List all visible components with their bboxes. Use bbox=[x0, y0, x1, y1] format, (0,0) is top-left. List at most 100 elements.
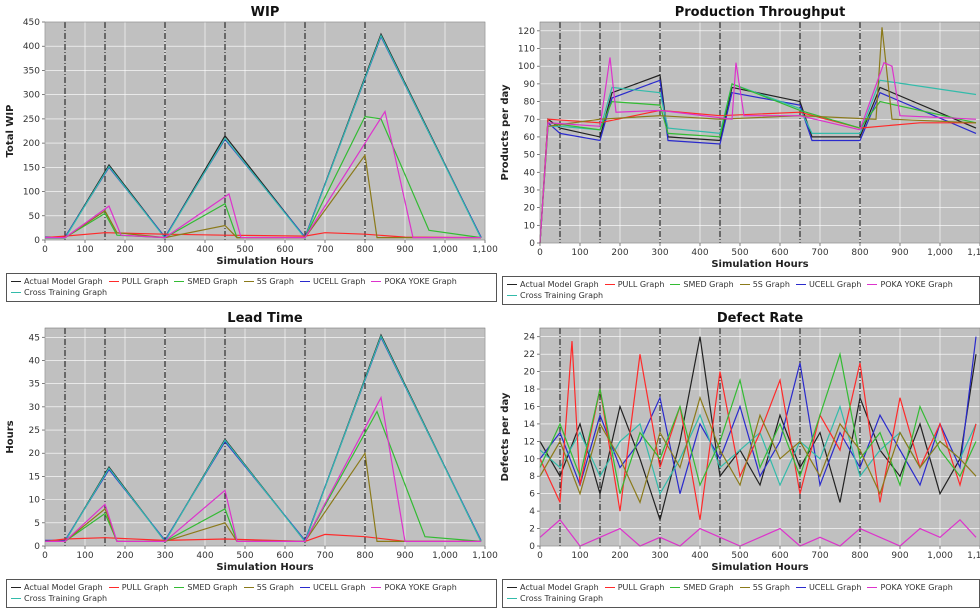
x-tick-label: 400 bbox=[691, 551, 708, 561]
series-line-cross-training-graph bbox=[539, 79, 977, 244]
x-axis-label: Simulation Hours bbox=[216, 256, 313, 267]
legend-item-pull-graph: PULL Graph bbox=[604, 582, 665, 593]
x-tick-label: 900 bbox=[396, 551, 413, 561]
plot-frame bbox=[44, 327, 486, 547]
x-tick-label: 500 bbox=[731, 248, 748, 258]
x-tick-label: 800 bbox=[356, 245, 373, 255]
x-tick-label: 400 bbox=[691, 248, 708, 258]
y-tick-label: 14 bbox=[524, 420, 536, 430]
legend-swatch bbox=[739, 587, 750, 588]
y-axis-label: Hours bbox=[5, 420, 16, 453]
legend-label: 5S Graph bbox=[752, 280, 790, 289]
x-tick-label: 0 bbox=[537, 248, 543, 258]
legend-item-actual-model-graph: Actual Model Graph bbox=[507, 279, 599, 290]
legend-swatch bbox=[371, 587, 382, 588]
legend-label: UCELL Graph bbox=[312, 583, 366, 592]
plot-area bbox=[540, 22, 980, 243]
x-axis-label: Simulation Hours bbox=[216, 562, 313, 573]
x-tick-label: 200 bbox=[611, 248, 628, 258]
x-tick-label: 400 bbox=[196, 551, 213, 561]
legend-label: SMED Graph bbox=[683, 280, 734, 289]
x-tick-label: 300 bbox=[651, 248, 668, 258]
series-line-ucell-graph bbox=[539, 79, 977, 244]
legend-label: Cross Training Graph bbox=[24, 594, 108, 603]
legend-label: PULL Graph bbox=[617, 583, 665, 592]
legend-throughput: Actual Model Graph PULL Graph SMED Graph 5S… bbox=[502, 276, 980, 305]
legend-swatch bbox=[11, 281, 21, 282]
x-tick-label: 600 bbox=[771, 248, 788, 258]
legend-swatch bbox=[795, 587, 806, 588]
y-tick-label: 5 bbox=[34, 519, 40, 529]
y-tick-label: 24 bbox=[524, 333, 536, 343]
x-axis-label: Simulation Hours bbox=[711, 259, 808, 270]
legend-defect-rate: Actual Model Graph PULL Graph SMED Graph 5S… bbox=[502, 579, 980, 608]
x-tick-label: 300 bbox=[156, 245, 173, 255]
y-tick-label: 300 bbox=[23, 91, 40, 101]
x-axis-label: Simulation Hours bbox=[711, 562, 808, 573]
legend-label: Actual Model Graph bbox=[24, 583, 103, 592]
legend-swatch bbox=[507, 587, 517, 588]
legend-label: SMED Graph bbox=[683, 583, 734, 592]
y-tick-label: 10 bbox=[524, 455, 536, 465]
y-tick-label: 80 bbox=[524, 98, 536, 108]
x-tick-label: 100 bbox=[571, 551, 588, 561]
legend-item-ucell-graph: UCELL Graph bbox=[795, 279, 861, 290]
legend-item-smed-graph: SMED Graph bbox=[670, 279, 734, 290]
y-tick-label: 30 bbox=[29, 403, 41, 413]
y-tick-label: 16 bbox=[524, 402, 536, 412]
x-tick-label: 1,100 bbox=[472, 245, 498, 255]
legend-swatch bbox=[371, 281, 382, 282]
y-tick-label: 10 bbox=[524, 221, 536, 231]
legend-swatch bbox=[670, 284, 681, 285]
series-line-cross-training-graph bbox=[45, 34, 482, 240]
legend-swatch bbox=[604, 284, 615, 285]
legend-swatch bbox=[11, 587, 21, 588]
legend-item-cross-training-graph: Cross Training Graph bbox=[11, 593, 107, 604]
legend-label: Cross Training Graph bbox=[520, 594, 604, 603]
y-tick-label: 20 bbox=[524, 204, 536, 214]
legend-swatch bbox=[11, 598, 21, 599]
series-line-smed-graph bbox=[539, 83, 977, 244]
chart-svg-wip: WIP 0 50 100 150 200 250 300 350 400 450 0 100 200 300… bbox=[5, 5, 498, 267]
x-tick-label: 1,100 bbox=[967, 248, 980, 258]
legend-wip: Actual Model Graph PULL Graph SMED Graph 5S… bbox=[6, 273, 497, 302]
legend-label: UCELL Graph bbox=[808, 583, 862, 592]
y-tick-label: 0 bbox=[34, 236, 40, 246]
x-tick-label: 800 bbox=[356, 551, 373, 561]
y-tick-label: 350 bbox=[23, 66, 40, 76]
y-tick-label: 90 bbox=[524, 80, 536, 90]
x-tick-label: 500 bbox=[236, 245, 253, 255]
x-tick-label: 300 bbox=[156, 551, 173, 561]
chart-title: WIP bbox=[251, 5, 280, 20]
legend-swatch bbox=[507, 295, 517, 296]
y-tick-label: 22 bbox=[524, 350, 535, 360]
x-tick-label: 200 bbox=[116, 551, 133, 561]
plot-area bbox=[45, 22, 485, 240]
x-tick-label: 900 bbox=[891, 551, 908, 561]
y-tick-label: 70 bbox=[524, 115, 536, 125]
y-tick-label: 35 bbox=[29, 380, 40, 390]
chart-panel-wip: WIP 0 50 100 150 200 250 300 350 400 450 0 100 200 300… bbox=[0, 0, 498, 306]
legend-label: Actual Model Graph bbox=[520, 583, 599, 592]
legend-item-cross-training-graph: Cross Training Graph bbox=[507, 290, 603, 301]
legend-swatch bbox=[108, 281, 119, 282]
legend-label: POKA YOKE Graph bbox=[880, 280, 953, 289]
legend-label: Cross Training Graph bbox=[520, 291, 604, 300]
legend-item-5s-graph: 5S Graph bbox=[243, 582, 294, 593]
x-tick-label: 600 bbox=[771, 551, 788, 561]
legend-item-poka-yoke-graph: POKA YOKE Graph bbox=[371, 276, 457, 287]
series-line-poka-yoke-graph bbox=[45, 110, 481, 239]
y-tick-label: 100 bbox=[518, 62, 535, 72]
y-tick-label: 150 bbox=[23, 163, 40, 173]
y-tick-label: 2 bbox=[529, 525, 535, 535]
legend-item-pull-graph: PULL Graph bbox=[604, 279, 664, 290]
x-tick-label: 1,000 bbox=[927, 551, 953, 561]
legend-item-ucell-graph: UCELL Graph bbox=[299, 276, 365, 287]
y-tick-label: 30 bbox=[524, 186, 536, 196]
legend-swatch bbox=[299, 281, 310, 282]
legend-item-smed-graph: SMED Graph bbox=[174, 582, 238, 593]
series-line-5s-graph bbox=[45, 153, 481, 239]
legend-item-actual-model-graph: Actual Model Graph bbox=[11, 276, 103, 287]
legend-label: PULL Graph bbox=[121, 583, 169, 592]
series-line-pull-graph bbox=[539, 109, 976, 244]
